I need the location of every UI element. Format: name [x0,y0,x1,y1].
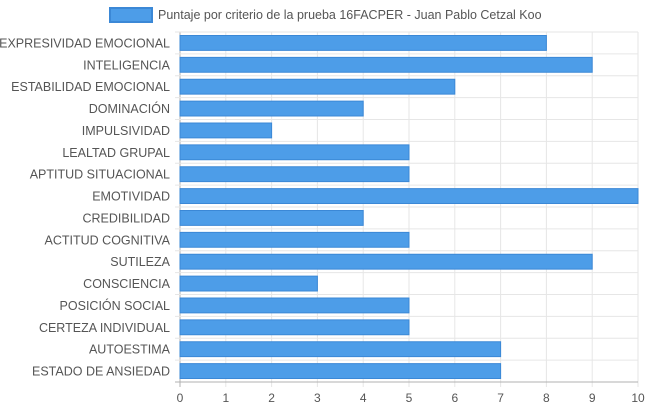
category-label: LEALTAD GRUPAL [62,146,170,160]
bar [179,78,456,95]
category-label: CERTEZA INDIVIDUAL [39,321,170,335]
category-label: CREDIBILIDAD [82,211,170,225]
x-tick-label: 3 [314,391,321,405]
bar [179,275,318,292]
x-tick-label: 10 [631,391,645,405]
bars [179,35,639,379]
x-tick-label: 6 [451,391,458,405]
category-label: DOMINACIÓN [89,101,170,116]
category-label: AUTOESTIMA [89,343,171,357]
x-tick-label: 1 [222,391,229,405]
bar [179,253,593,270]
bar [179,319,410,336]
category-label: EXPRESIVIDAD EMOCIONAL [0,36,170,50]
category-label: POSICIÓN SOCIAL [60,298,170,313]
x-tick-label: 5 [406,391,413,405]
bar [179,231,410,248]
category-label: EMOTIVIDAD [92,190,170,204]
legend[interactable]: Puntaje por criterio de la prueba 16FACP… [109,7,542,23]
x-tick-label: 9 [589,391,596,405]
bar [179,100,364,117]
legend-label: Puntaje por criterio de la prueba 16FACP… [158,8,542,22]
category-label: ESTADO DE ANSIEDAD [32,365,170,379]
bar [179,166,410,183]
axes: 0 1 2 3 4 5 6 7 8 9 10 EXPRESIVIDAD EMOCIONAL INTELI… [0,36,645,405]
bar [179,188,639,204]
bar [179,122,273,139]
legend-swatch [109,7,153,23]
x-tick-label: 4 [360,391,367,405]
bar [179,56,593,73]
category-label: CONSCIENCIA [83,277,170,291]
bar [179,35,547,51]
x-tick-label: 7 [497,391,504,405]
category-label: ACTITUD COGNITIVA [45,233,171,247]
bar [179,297,410,314]
category-label: IMPULSIVIDAD [82,124,170,138]
category-label: INTELIGENCIA [83,58,170,72]
bar [179,144,410,161]
category-label: SUTILEZA [110,255,170,269]
x-tick-label: 8 [543,391,550,405]
category-label: APTITUD SITUACIONAL [30,168,170,182]
x-tick-label: 0 [177,391,184,405]
bar [179,210,364,226]
bar [179,341,502,358]
category-label: ESTABILIDAD EMOCIONAL [11,80,170,94]
x-tick-label: 2 [268,391,275,405]
bar [179,363,502,379]
